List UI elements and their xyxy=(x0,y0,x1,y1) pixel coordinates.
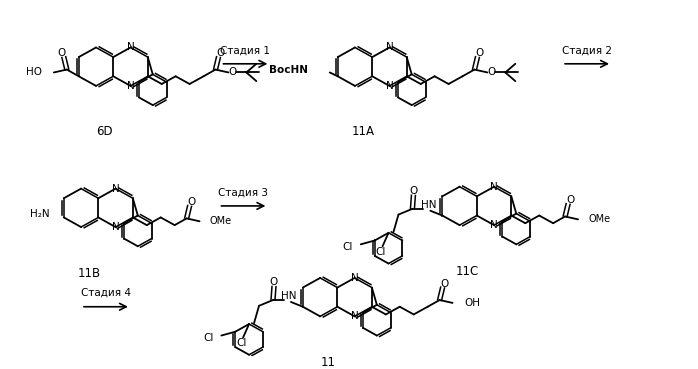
Text: H₂N: H₂N xyxy=(30,208,50,218)
Text: Cl: Cl xyxy=(236,338,246,348)
Text: O: O xyxy=(58,48,66,58)
Text: N: N xyxy=(126,81,135,91)
Text: Cl: Cl xyxy=(376,247,386,257)
Text: Cl: Cl xyxy=(203,334,214,344)
Text: O: O xyxy=(270,277,278,287)
Text: O: O xyxy=(228,68,237,77)
Text: N: N xyxy=(112,222,119,232)
Text: O: O xyxy=(487,68,496,77)
Text: N: N xyxy=(126,42,135,52)
Text: N: N xyxy=(112,184,119,194)
Text: N: N xyxy=(350,311,359,321)
Text: HN: HN xyxy=(421,200,436,210)
Text: 6D: 6D xyxy=(96,125,112,138)
Text: O: O xyxy=(216,48,225,58)
Text: 11A: 11A xyxy=(352,125,374,138)
Text: Стадия 2: Стадия 2 xyxy=(562,45,612,55)
Text: N: N xyxy=(490,182,498,192)
Text: BocHN: BocHN xyxy=(269,65,308,75)
Text: Cl: Cl xyxy=(343,242,352,252)
Text: OMe: OMe xyxy=(588,214,610,224)
Text: O: O xyxy=(188,197,195,207)
Text: Стадия 3: Стадия 3 xyxy=(218,187,269,197)
Text: Стадия 4: Стадия 4 xyxy=(81,288,131,298)
Text: O: O xyxy=(409,186,417,196)
Text: N: N xyxy=(350,273,359,283)
Text: O: O xyxy=(566,195,574,205)
Text: O: O xyxy=(440,279,449,289)
Text: O: O xyxy=(475,48,484,58)
Text: HO: HO xyxy=(26,68,42,77)
Text: N: N xyxy=(490,220,498,230)
Text: OH: OH xyxy=(464,298,480,308)
Text: HN: HN xyxy=(281,291,297,301)
Text: 11B: 11B xyxy=(77,267,101,280)
Text: 11: 11 xyxy=(320,356,336,369)
Text: OMe: OMe xyxy=(209,216,232,226)
Text: N: N xyxy=(385,42,394,52)
Text: N: N xyxy=(385,81,394,91)
Text: Стадия 1: Стадия 1 xyxy=(221,45,270,55)
Text: 11C: 11C xyxy=(456,265,479,278)
